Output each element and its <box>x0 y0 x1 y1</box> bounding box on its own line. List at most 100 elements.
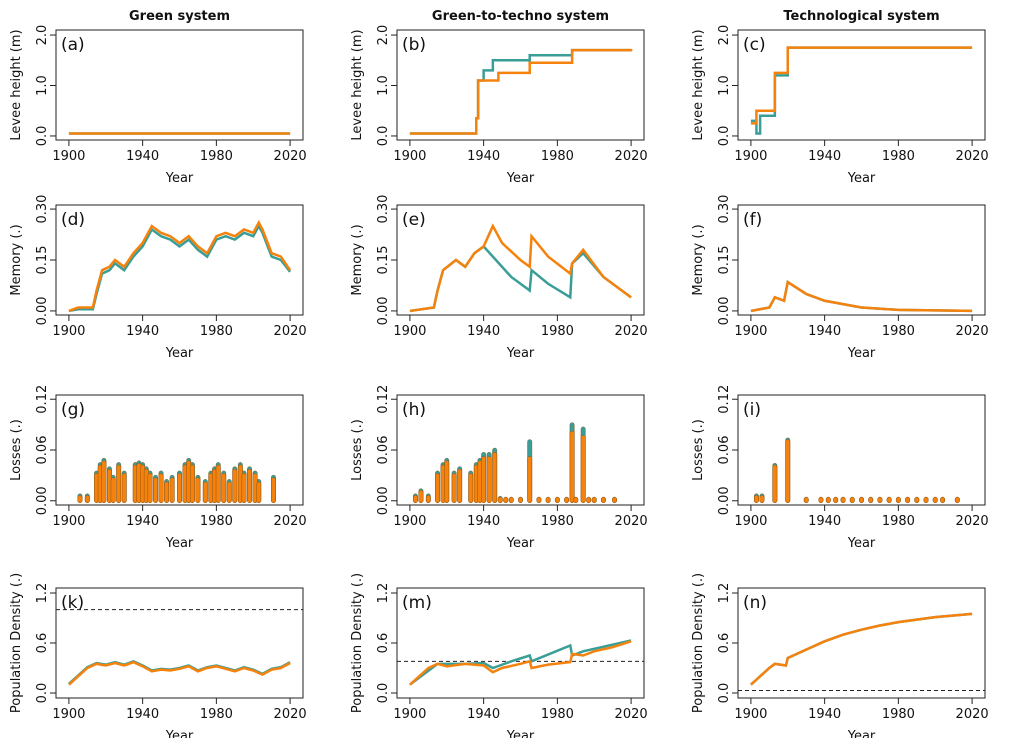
y-tick-label: 0.6 <box>717 633 732 654</box>
series-line <box>409 244 632 313</box>
loss-bar <box>886 496 892 503</box>
loss-bar <box>954 496 960 503</box>
y-axis-label: Memory (.) <box>350 224 365 295</box>
x-axis-label: Year <box>847 346 876 361</box>
loss-bar <box>497 496 503 503</box>
series-line <box>750 46 973 125</box>
x-axis-label: Year <box>847 536 876 551</box>
loss-bar <box>895 496 901 503</box>
series-line <box>68 220 292 313</box>
loss-bar <box>580 435 586 503</box>
loss-bar <box>772 464 778 503</box>
x-tick-label: 1940 <box>126 149 159 164</box>
x-tick-label: 2020 <box>615 514 648 529</box>
panel-label: (k) <box>61 593 84 613</box>
loss-bar <box>256 481 262 503</box>
loss-bar <box>241 473 247 503</box>
panel-label: (c) <box>743 35 766 55</box>
y-tick-label: 0.30 <box>35 195 50 224</box>
y-tick-label: 0.0 <box>717 683 732 704</box>
y-tick-label: 0.0 <box>35 126 50 147</box>
y-tick-label: 2.0 <box>717 25 732 46</box>
x-tick-label: 1940 <box>808 149 841 164</box>
x-tick-label: 1940 <box>467 149 500 164</box>
y-tick-label: 0.00 <box>35 486 50 515</box>
loss-bar <box>905 496 910 503</box>
loss-bar <box>195 477 201 503</box>
y-tick-label: 0.06 <box>717 436 732 465</box>
loss-bar <box>116 464 122 503</box>
x-tick-label: 1900 <box>393 324 426 339</box>
x-axis-label: Year <box>165 346 194 361</box>
loss-bar <box>518 496 523 503</box>
loss-bar <box>101 460 107 503</box>
y-tick-label: 0.0 <box>376 126 391 147</box>
panel-label: (n) <box>743 593 767 613</box>
loss-bar <box>481 456 487 503</box>
loss-bar <box>457 468 463 503</box>
y-axis-label: Losses (.) <box>691 419 706 481</box>
loss-bar <box>444 460 450 503</box>
x-tick-label: 1940 <box>808 707 841 722</box>
y-tick-label: 0.12 <box>35 385 50 414</box>
y-tick-label: 0.06 <box>376 436 391 465</box>
loss-bar <box>425 495 431 503</box>
y-axis-label: Population Density (.) <box>350 573 365 713</box>
x-tick-label: 1900 <box>393 707 426 722</box>
x-tick-label: 1900 <box>52 514 85 529</box>
loss-bar <box>121 473 127 503</box>
loss-bar <box>177 473 182 503</box>
x-tick-label: 1900 <box>734 324 767 339</box>
x-axis-label: Year <box>506 729 535 738</box>
x-axis-label: Year <box>506 536 535 551</box>
x-tick-label: 1900 <box>734 514 767 529</box>
y-tick-label: 0.0 <box>35 683 50 704</box>
loss-bar <box>859 496 864 503</box>
y-tick-label: 0.30 <box>717 195 732 224</box>
panel-label: (h) <box>402 400 426 420</box>
x-tick-label: 2020 <box>956 707 989 722</box>
loss-bar <box>202 481 208 503</box>
x-tick-label: 1940 <box>808 324 841 339</box>
loss-bar <box>508 496 514 503</box>
x-tick-label: 1900 <box>52 707 85 722</box>
plot-frame <box>396 29 645 141</box>
x-tick-label: 2020 <box>615 324 648 339</box>
column-title: Technological system <box>783 9 939 24</box>
y-tick-label: 0.15 <box>717 246 732 275</box>
x-tick-label: 2020 <box>615 149 648 164</box>
x-tick-label: 2020 <box>956 149 989 164</box>
x-tick-label: 1900 <box>734 149 767 164</box>
y-tick-label: 1.0 <box>376 75 391 96</box>
panel-label: (e) <box>402 210 426 230</box>
panel-label: (d) <box>61 210 85 230</box>
loss-bar <box>468 473 474 503</box>
x-tick-label: 2020 <box>274 707 307 722</box>
x-tick-label: 1940 <box>808 514 841 529</box>
x-tick-label: 1900 <box>52 149 85 164</box>
loss-bar <box>527 456 533 503</box>
plot-frame <box>396 587 645 699</box>
series-line <box>409 640 632 686</box>
loss-bar <box>221 473 227 503</box>
series-line <box>68 660 291 686</box>
x-tick-label: 1900 <box>393 514 426 529</box>
x-tick-label: 1980 <box>882 707 915 722</box>
x-tick-label: 1900 <box>734 707 767 722</box>
y-axis-label: Population Density (.) <box>691 573 706 713</box>
loss-bar <box>803 496 809 503</box>
x-tick-label: 1980 <box>541 324 574 339</box>
x-tick-label: 2020 <box>274 514 307 529</box>
loss-bar <box>573 496 579 503</box>
x-axis-label: Year <box>847 171 876 186</box>
y-axis-label: Levee height (m) <box>350 29 365 140</box>
y-tick-label: 0.00 <box>376 486 391 515</box>
panel-label: (g) <box>61 400 85 420</box>
loss-bar <box>271 477 276 503</box>
y-tick-label: 0.12 <box>717 385 732 414</box>
x-axis-label: Year <box>847 729 876 738</box>
loss-bar <box>759 495 765 503</box>
panel-label: (a) <box>61 35 85 55</box>
x-tick-label: 1980 <box>200 707 233 722</box>
